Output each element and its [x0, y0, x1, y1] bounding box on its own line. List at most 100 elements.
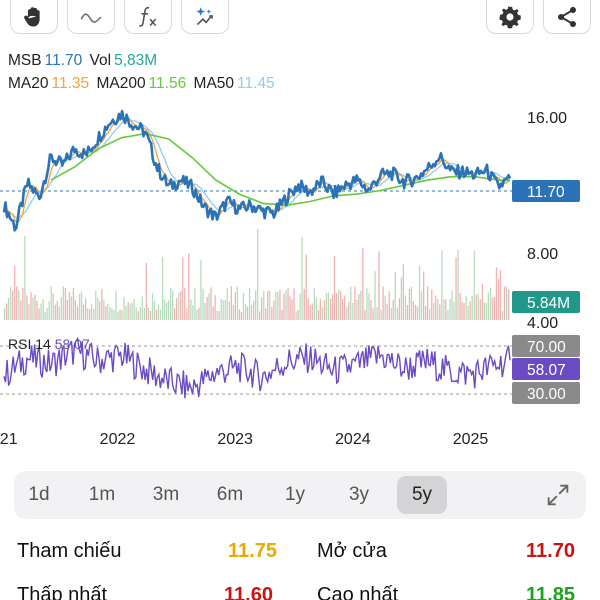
volume-bar	[147, 307, 149, 320]
volume-bar	[295, 311, 297, 320]
volume-bar	[477, 293, 479, 320]
x-tick-label: 2024	[335, 431, 371, 448]
volume-bar	[186, 308, 188, 320]
volume-bar	[48, 301, 50, 320]
volume-bar	[135, 307, 137, 320]
volume-bar	[34, 294, 36, 320]
volume-bar	[285, 290, 287, 320]
magic-sparkle-icon	[196, 7, 213, 26]
range-tab-6m[interactable]: 6m	[216, 484, 244, 505]
volume-bar	[461, 301, 463, 320]
volume-bar	[95, 290, 97, 320]
volume-bar	[495, 267, 498, 320]
price-badge: 11.70	[527, 184, 565, 201]
hand-tool-button[interactable]	[10, 0, 58, 34]
ma20-label: MA20	[8, 75, 49, 92]
rsi-value-badge: 58.07	[527, 362, 566, 379]
volume-badge: 5.84M	[527, 295, 570, 312]
volume-bar	[6, 303, 8, 320]
volume-bar	[390, 307, 392, 320]
ai-analysis-button[interactable]	[181, 0, 229, 34]
volume-bar	[398, 298, 400, 320]
volume-bar	[267, 291, 269, 320]
volume-bar	[42, 299, 44, 320]
volume-bar	[319, 298, 321, 320]
time-range-selector: 1d 1m 3m 6m 1y 3y 5y	[14, 471, 586, 519]
volume-bar	[455, 257, 457, 320]
volume-bar	[123, 296, 125, 320]
volume-bar	[378, 251, 380, 320]
volume-bar	[342, 299, 344, 320]
range-tab-1d[interactable]: 1d	[28, 484, 50, 505]
price-badge-bg	[512, 180, 580, 202]
volume-bar	[8, 298, 10, 320]
volume-bar	[161, 257, 164, 320]
volume-bar	[204, 303, 206, 320]
reference-label: Tham chiếu	[17, 540, 122, 562]
volume-bar	[275, 291, 277, 320]
volume-bar	[93, 309, 95, 320]
volume-bar	[287, 287, 289, 320]
y-tick-label: 16.00	[527, 110, 567, 127]
volume-bar	[141, 296, 143, 320]
price-chart[interactable]: RSI 14 58.07 16.00 8.00 4.00 11.70 5.84M 70.0…	[0, 0, 600, 460]
range-tab-1m[interactable]: 1m	[88, 484, 116, 505]
volume-bar	[40, 303, 42, 320]
volume-bar	[10, 286, 12, 320]
volume-bar	[418, 265, 421, 320]
x-tick-label: 2023	[217, 431, 253, 448]
ma50-label: MA50	[193, 75, 235, 92]
volume-bar	[315, 297, 317, 320]
volume-bar	[190, 299, 192, 320]
line-tool-button[interactable]	[67, 0, 115, 34]
volume-bar	[483, 302, 485, 320]
range-tab-5y[interactable]: 5y	[397, 476, 447, 514]
volume-bar	[479, 299, 481, 320]
volume-bar	[38, 308, 40, 320]
volume-bar	[228, 301, 230, 320]
volume-bar	[433, 302, 435, 320]
rsi-line	[3, 336, 511, 399]
x-tick-label: 2021	[0, 431, 18, 448]
indicator-button[interactable]	[124, 0, 172, 34]
volume-bar	[76, 306, 79, 320]
volume-bar	[323, 300, 326, 320]
volume-bar	[410, 286, 413, 320]
volume-bar	[165, 302, 168, 320]
ma50-value: 11.45	[237, 75, 275, 92]
rsi-panel: RSI 14 58.07	[0, 336, 512, 399]
volume-bar	[257, 229, 259, 320]
volume-badge-bg	[512, 291, 580, 313]
expand-icon[interactable]	[544, 481, 572, 509]
volume-bar	[283, 293, 285, 320]
range-tab-3m[interactable]: 3m	[152, 484, 180, 505]
volume-bar	[384, 295, 386, 320]
range-tab-1y[interactable]: 1y	[284, 484, 306, 505]
open-value: 11.70	[526, 540, 575, 562]
volume-bar	[386, 304, 388, 320]
rsi-70-badge: 70.00	[527, 339, 566, 356]
volume-bar	[200, 259, 202, 320]
rsi-value-badge-bg	[512, 358, 580, 380]
share-button[interactable]	[543, 0, 591, 34]
function-fx-icon	[139, 6, 157, 27]
gear-icon	[499, 6, 521, 29]
volume-bar	[346, 307, 348, 320]
hand-icon	[24, 7, 40, 27]
volume-bar	[4, 307, 6, 320]
volume-bar	[303, 288, 305, 320]
volume-bar	[358, 293, 360, 320]
volume-bar	[224, 299, 226, 320]
volume-bar	[501, 310, 504, 320]
volume-bar	[178, 292, 180, 320]
volume-bar	[68, 292, 71, 320]
range-tab-3y[interactable]: 3y	[348, 484, 370, 505]
volume-bar	[202, 288, 204, 320]
volume-bar	[340, 291, 342, 320]
volume-bar	[293, 288, 295, 320]
volume-bar	[425, 306, 427, 320]
volume-bar	[485, 303, 487, 320]
volume-bar	[70, 296, 73, 320]
volume-bar	[499, 270, 502, 320]
settings-button[interactable]	[486, 0, 534, 34]
